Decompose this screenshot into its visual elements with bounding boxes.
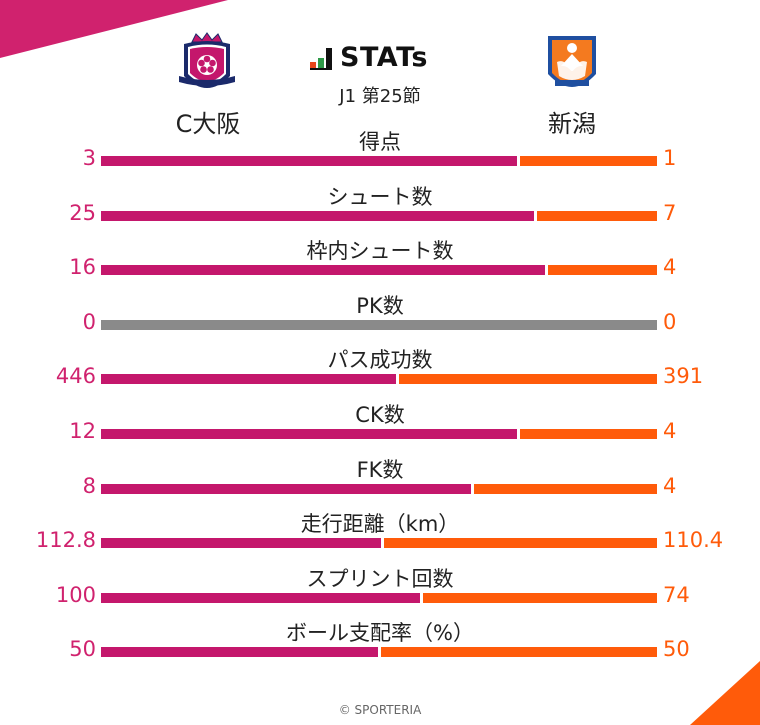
stat-label: PK数 xyxy=(356,293,404,318)
away-stat-value: 0 xyxy=(663,309,677,334)
home-share-bar xyxy=(101,647,378,658)
home-share-bar xyxy=(101,483,471,494)
comparison-bar xyxy=(101,319,657,330)
stats-bars-icon xyxy=(310,48,332,70)
stat-row: パス成功数 446 391 xyxy=(0,344,760,398)
away-stat-value: 7 xyxy=(663,200,677,225)
stat-label: スプリント回数 xyxy=(306,566,454,591)
albirex-niigata-crest-icon xyxy=(548,36,596,87)
stat-label: 枠内シュート数 xyxy=(306,239,454,264)
match-header: C大阪 STATs J1 第25節 新潟 xyxy=(0,0,760,140)
stat-row: 得点 3 1 xyxy=(0,126,760,180)
home-stat-value: 100 xyxy=(55,582,96,607)
stat-row: FK数 8 4 xyxy=(0,454,760,508)
home-share-bar xyxy=(101,210,534,221)
home-stat-value: 3 xyxy=(82,146,96,170)
home-share-bar xyxy=(101,429,517,439)
away-stat-value: 4 xyxy=(663,255,677,280)
away-share-bar xyxy=(536,210,657,221)
away-share-bar xyxy=(547,265,657,276)
home-share-bar xyxy=(101,374,396,385)
away-share-bar xyxy=(380,647,657,658)
neutral-bar xyxy=(101,319,657,330)
away-share-bar xyxy=(398,374,657,385)
home-stat-value: 0 xyxy=(82,309,96,334)
corner-decoration-top-left xyxy=(0,0,228,58)
away-share-bar xyxy=(473,483,657,494)
stat-row: 走行距離（km） 112.8 110.4 xyxy=(0,508,760,562)
stat-label: シュート数 xyxy=(327,184,433,209)
stat-label: ボール支配率（%） xyxy=(286,621,474,646)
stat-label: パス成功数 xyxy=(327,348,433,373)
away-stat-value: 110.4 xyxy=(663,528,724,553)
away-stat-value: 1 xyxy=(663,146,677,170)
home-stat-value: 25 xyxy=(69,200,96,225)
stat-row: ボール支配率（%） 50 50 xyxy=(0,617,760,671)
comparison-bar xyxy=(101,429,657,439)
home-team-name: C大阪 xyxy=(175,110,241,138)
stat-label: CK数 xyxy=(355,403,405,427)
comparison-bar xyxy=(101,538,657,549)
away-stat-value: 4 xyxy=(663,473,677,498)
stats-brand: STATs xyxy=(300,42,460,78)
comparison-bar xyxy=(101,265,657,276)
home-share-bar xyxy=(101,538,381,549)
stat-row: スプリント回数 100 74 xyxy=(0,563,760,617)
comparison-bar xyxy=(101,210,657,221)
away-share-bar xyxy=(422,592,657,603)
away-team-name: 新潟 xyxy=(548,110,596,138)
away-stat-value: 391 xyxy=(663,364,704,389)
home-share-bar xyxy=(101,592,420,603)
stat-label: 得点 xyxy=(359,130,401,154)
stat-row: CK数 12 4 xyxy=(0,399,760,453)
cerezo-osaka-crest-icon xyxy=(179,32,235,88)
stat-label: 走行距離（km） xyxy=(300,512,460,537)
comparison-bar xyxy=(101,483,657,494)
home-stat-value: 446 xyxy=(55,364,96,389)
home-share-bar xyxy=(101,156,517,166)
brand-title: STATs xyxy=(340,42,428,73)
away-share-bar xyxy=(383,538,657,549)
home-stat-value: 50 xyxy=(69,637,96,662)
away-stat-value: 74 xyxy=(663,582,690,607)
comparison-bar xyxy=(101,374,657,385)
comparison-bar xyxy=(101,647,657,658)
copyright-credit: © SPORTERIA xyxy=(338,703,422,717)
home-stat-value: 112.8 xyxy=(35,528,96,553)
comparison-bar xyxy=(101,592,657,603)
away-share-bar xyxy=(519,429,657,439)
stat-row: シュート数 25 7 xyxy=(0,181,760,235)
match-round: J1 第25節 xyxy=(339,86,421,107)
stat-row: PK数 0 0 xyxy=(0,290,760,344)
home-stat-value: 16 xyxy=(69,255,96,280)
corner-decoration-bottom-right xyxy=(690,661,760,725)
away-stat-value: 4 xyxy=(663,419,677,443)
home-stat-value: 12 xyxy=(69,419,96,443)
comparison-bar xyxy=(101,156,657,166)
home-share-bar xyxy=(101,265,545,276)
away-share-bar xyxy=(519,156,657,166)
home-stat-value: 8 xyxy=(82,473,96,498)
stat-label: FK数 xyxy=(356,457,404,482)
away-stat-value: 50 xyxy=(663,637,690,662)
stat-row: 枠内シュート数 16 4 xyxy=(0,235,760,289)
